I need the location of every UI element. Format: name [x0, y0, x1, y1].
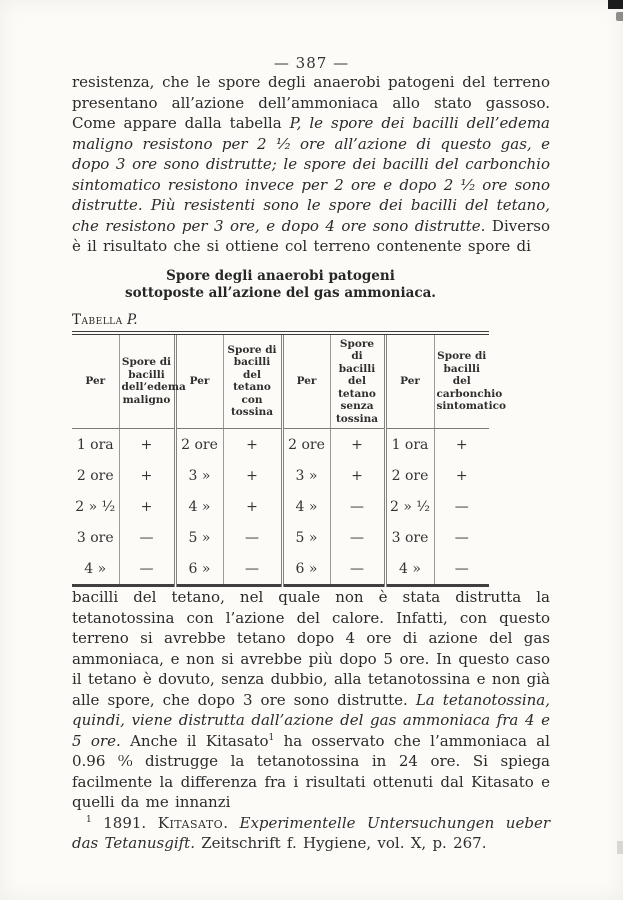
paragraph-text: Diverso è il risultato che si ottiene co… — [72, 216, 550, 256]
table-cell: 1 ora — [72, 428, 120, 460]
table-cell: + — [223, 428, 284, 460]
table-cell: 2 ore — [175, 428, 224, 460]
page-number: — 387 — — [273, 54, 350, 72]
table-cell: 4 » — [385, 553, 435, 586]
table-cell: 2 » ¹⁄₂ — [385, 491, 435, 522]
table-cell: + — [223, 491, 284, 522]
table-header-cell: Per — [72, 332, 120, 429]
table-cell: 2 ore — [72, 460, 120, 491]
table-label-letter: P. — [126, 311, 138, 328]
paragraph-text: ha osservato che l’ammoniaca al 0.96 ⁰⁄₀… — [72, 731, 550, 812]
table-header-cell: Spore di bacilli dell’edema maligno — [119, 332, 186, 429]
footnote-author: Kitasato — [157, 813, 224, 832]
paragraph-text-italic: La tetanotossina, quindi, viene distrutt… — [72, 690, 550, 750]
table-header-cell: Spore di bacilli del tetano senza tossin… — [330, 332, 387, 429]
footnote-text: 1891. — [91, 813, 158, 832]
paragraph-text: Anche il Kitasato — [120, 731, 269, 750]
table-cell: — — [223, 522, 284, 553]
table-cell: — — [330, 491, 387, 522]
table-cell: — — [223, 553, 284, 586]
table-cell: 5 » — [282, 522, 331, 553]
scan-ink-mark — [608, 0, 623, 9]
scan-ink-mark — [616, 12, 623, 21]
table-cell: — — [330, 553, 387, 586]
table-cell: 3 ore — [385, 522, 435, 553]
table-cell: + — [455, 467, 468, 484]
table-caption-line1: Spore degli anaerobi patogeni — [166, 267, 395, 284]
table-row: 1 ora + 2 ore + 2 ore + 1 ora + — [72, 428, 489, 460]
table-cell: — — [119, 522, 177, 553]
table-cell: 3 » — [175, 460, 224, 491]
footnote: 1 1891. Kitasato. Experimentelle Untersu… — [72, 813, 550, 854]
table-cell: 4 » — [72, 553, 120, 586]
spore-table: Per Spore di bacilli dell’edema maligno … — [72, 330, 506, 587]
table-cell: — — [454, 560, 469, 577]
footnote-text: Zeitschrift f. Hygiene, vol. X, p. 267. — [194, 834, 487, 852]
paragraph-text: resistenza, che le spore degli anaerobi … — [72, 73, 550, 132]
table-header-row: Per Spore di bacilli dell’edema maligno … — [72, 332, 506, 429]
table-cell: — — [330, 522, 387, 553]
table-header-cell: Per — [282, 332, 331, 429]
paragraph-text: bacilli del tetano, nel quale non è stat… — [72, 588, 550, 709]
table-header-cell: Per — [175, 332, 224, 429]
table-cell: 1 ora — [385, 428, 435, 460]
footnote-marker: 1 — [86, 814, 92, 825]
table-cell: 2 ore — [282, 428, 331, 460]
table-cell: 4 » — [175, 491, 224, 522]
table-cell: 2 ore — [385, 460, 435, 491]
table-header-cell: Per — [385, 332, 435, 429]
table-cell: 4 » — [282, 491, 331, 522]
table-cell: + — [330, 428, 387, 460]
table-cell: + — [455, 436, 468, 453]
footnote-text: . — [223, 813, 240, 832]
paragraph: resistenza, che le spore degli anaerobi … — [72, 72, 550, 257]
table-label-word: Tabella — [72, 311, 123, 328]
table-label: Tabella P. — [72, 312, 489, 328]
table-cell: 2 » ¹⁄₂ — [72, 491, 120, 522]
paragraph-text-italic: P, le spore dei bacilli dell’edema malig… — [72, 114, 550, 235]
table-cell: 3 » — [282, 460, 331, 491]
paragraph: bacilli del tetano, nel quale non è stat… — [72, 587, 550, 813]
table-row: 2 » ¹⁄₂ + 4 » + 4 » — 2 » ¹⁄₂ — — [72, 491, 489, 522]
table-cell: + — [119, 428, 177, 460]
table-caption: Spore degli anaerobi patogeni sottoposte… — [72, 268, 489, 303]
footnote-title-italic: Experimentelle Untersuchungen ueber das … — [72, 813, 550, 853]
table-header-cell: Spore di bacilli del tetano con tossina — [223, 332, 284, 429]
table-block: Spore degli anaerobi patogeni sottoposte… — [72, 268, 506, 587]
table-cell: — — [454, 498, 469, 515]
table-cell: + — [119, 491, 177, 522]
table-cell: 6 » — [282, 553, 331, 586]
table-cell: 3 ore — [72, 522, 120, 553]
table-cell: 5 » — [175, 522, 224, 553]
table-row: 3 ore — 5 » — 5 » — 3 ore — — [72, 522, 489, 553]
table-cell: 6 » — [175, 553, 224, 586]
table-cell: + — [330, 460, 387, 491]
table-cell: — — [119, 553, 177, 586]
table-row: 4 » — 6 » — 6 » — 4 » — — [72, 553, 489, 586]
table-cell: + — [223, 460, 284, 491]
footnote-reference: 1 — [268, 732, 275, 743]
table-caption-line2: sottoposte all’azione del gas ammoniaca. — [124, 285, 437, 301]
scan-smudge — [617, 841, 623, 854]
table-header-cell: Spore di bacilli del carbonchio sintomat… — [434, 332, 506, 429]
text-column: resistenza, che le spore degli anaerobi … — [72, 72, 550, 854]
table-cell: — — [454, 529, 469, 546]
table-cell: + — [119, 460, 177, 491]
table-row: 2 ore + 3 » + 3 » + 2 ore + — [72, 460, 489, 491]
